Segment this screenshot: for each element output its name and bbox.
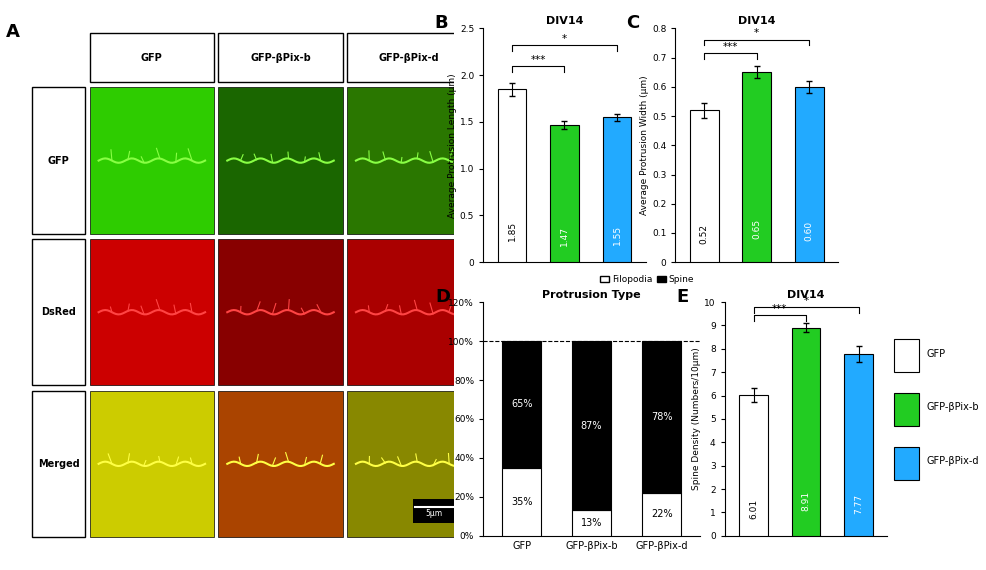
Text: C: C <box>627 14 640 32</box>
Bar <box>347 239 471 385</box>
Text: *: * <box>804 296 809 306</box>
Bar <box>347 33 471 82</box>
Text: D: D <box>436 288 451 306</box>
Bar <box>894 340 919 372</box>
Text: GFP: GFP <box>47 156 70 166</box>
Text: *: * <box>562 34 567 44</box>
Bar <box>844 354 873 536</box>
Text: 87%: 87% <box>581 421 602 431</box>
Text: 0.60: 0.60 <box>805 221 813 241</box>
Title: DIV14: DIV14 <box>738 17 776 26</box>
Bar <box>642 341 680 493</box>
Bar <box>90 87 214 234</box>
Bar <box>894 393 919 426</box>
Text: GFP: GFP <box>141 52 163 63</box>
Bar <box>219 33 343 82</box>
Bar <box>642 493 680 536</box>
Text: 0.65: 0.65 <box>752 219 761 239</box>
Y-axis label: Average Protrusion Length (μm): Average Protrusion Length (μm) <box>448 73 457 218</box>
Text: *: * <box>754 28 759 38</box>
Text: 1.85: 1.85 <box>508 221 517 242</box>
Bar <box>219 391 343 537</box>
Bar <box>894 447 919 480</box>
Text: Merged: Merged <box>37 459 80 469</box>
Text: 0.52: 0.52 <box>700 224 709 244</box>
Text: 1.55: 1.55 <box>612 225 621 245</box>
Bar <box>90 33 214 82</box>
Title: DIV14: DIV14 <box>787 290 825 300</box>
Bar <box>219 239 343 385</box>
Text: B: B <box>434 14 448 32</box>
Bar <box>503 341 541 467</box>
Y-axis label: Spine Density (Numbers/10μm): Spine Density (Numbers/10μm) <box>692 348 701 490</box>
Text: E: E <box>676 288 688 306</box>
Text: 5μm: 5μm <box>426 509 443 518</box>
Text: ***: *** <box>772 304 788 314</box>
Text: 1.47: 1.47 <box>560 226 569 246</box>
Bar <box>32 391 85 537</box>
Legend: Filopodia, Spine: Filopodia, Spine <box>597 271 698 288</box>
Text: 22%: 22% <box>651 510 672 519</box>
Bar <box>572 341 611 511</box>
Bar <box>792 328 820 536</box>
Text: 13%: 13% <box>581 518 602 528</box>
Bar <box>742 72 771 262</box>
Text: GFP-βPix-b: GFP-βPix-b <box>926 402 979 412</box>
Bar <box>795 87 823 262</box>
Bar <box>219 87 343 234</box>
Title: DIV14: DIV14 <box>545 17 584 26</box>
Text: 7.77: 7.77 <box>854 494 863 514</box>
Bar <box>90 239 214 385</box>
Bar <box>740 396 768 536</box>
Bar <box>90 391 214 537</box>
Text: ***: *** <box>723 42 739 52</box>
Title: Protrusion Type: Protrusion Type <box>542 290 641 300</box>
Bar <box>690 110 719 262</box>
Bar <box>32 87 85 234</box>
Bar <box>347 87 471 234</box>
Bar <box>550 125 579 262</box>
Text: 65%: 65% <box>511 400 532 409</box>
Bar <box>602 117 631 262</box>
Text: GFP-βPix-d: GFP-βPix-d <box>379 52 440 63</box>
Bar <box>498 89 527 262</box>
Text: DsRed: DsRed <box>41 307 76 317</box>
Text: 78%: 78% <box>651 412 672 422</box>
Bar <box>413 499 455 523</box>
Y-axis label: Average Protrusion Width (μm): Average Protrusion Width (μm) <box>640 76 649 215</box>
Text: 35%: 35% <box>511 496 532 507</box>
Bar <box>347 391 471 537</box>
Text: 8.91: 8.91 <box>802 491 810 511</box>
Text: GFP-βPix-b: GFP-βPix-b <box>250 52 311 63</box>
Bar <box>503 467 541 536</box>
Text: GFP-βPix-d: GFP-βPix-d <box>926 456 978 466</box>
Text: A: A <box>5 22 20 40</box>
Bar <box>572 511 611 536</box>
Text: GFP: GFP <box>926 348 946 359</box>
Text: ***: *** <box>530 55 546 65</box>
Text: 6.01: 6.01 <box>749 499 758 519</box>
Bar <box>32 239 85 385</box>
